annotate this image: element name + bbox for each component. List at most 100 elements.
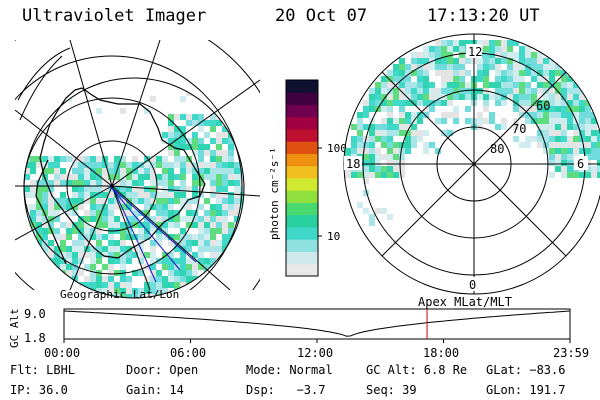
emission-pixel: [567, 112, 573, 118]
emission-pixel: [96, 186, 102, 192]
emission-pixel: [417, 136, 423, 142]
emission-pixel: [138, 294, 144, 298]
emission-pixel: [192, 114, 198, 120]
emission-pixel: [78, 240, 84, 246]
emission-pixel: [144, 222, 150, 228]
emission-pixel: [441, 70, 447, 76]
emission-pixel: [192, 270, 198, 276]
emission-pixel: [48, 96, 54, 102]
emission-pixel: [144, 198, 150, 204]
emission-pixel: [168, 168, 174, 174]
emission-pixel: [156, 210, 162, 216]
emission-pixel: [126, 258, 132, 264]
emission-pixel: [198, 126, 204, 132]
emission-pixel: [495, 100, 501, 106]
emission-pixel: [222, 270, 228, 276]
emission-pixel: [459, 52, 465, 58]
emission-pixel: [429, 94, 435, 100]
emission-pixel: [162, 204, 168, 210]
emission-pixel: [519, 76, 525, 82]
emission-pixel: [573, 94, 579, 100]
emission-pixel: [144, 162, 150, 168]
colorbar-segment: [286, 251, 318, 265]
emission-pixel: [54, 216, 60, 222]
emission-pixel: [441, 52, 447, 58]
emission-pixel: [36, 264, 42, 270]
alt-ytick-1-8: 1.8: [24, 331, 46, 345]
emission-pixel: [531, 94, 537, 100]
emission-pixel: [60, 270, 66, 276]
emission-pixel: [525, 46, 531, 52]
emission-pixel: [210, 246, 216, 252]
emission-pixel: [210, 192, 216, 198]
emission-pixel: [234, 180, 240, 186]
emission-pixel: [591, 166, 597, 172]
emission-pixel: [204, 228, 210, 234]
emission-pixel: [495, 64, 501, 70]
emission-pixel: [240, 252, 244, 258]
emission-pixel: [198, 168, 204, 174]
colorbar-segment: [286, 190, 318, 203]
emission-pixel: [222, 294, 228, 298]
emission-pixel: [96, 252, 102, 258]
emission-pixel: [441, 58, 447, 64]
emission-pixel: [387, 130, 393, 136]
emission-pixel: [24, 174, 30, 180]
colorbar-segment: [286, 116, 318, 130]
right-caption: Apex MLat/MLT: [418, 295, 512, 309]
emission-pixel: [222, 186, 228, 192]
emission-pixel: [240, 216, 244, 222]
status-field: Gain: 14: [126, 384, 184, 396]
emission-pixel: [84, 252, 90, 258]
emission-pixel: [525, 82, 531, 88]
emission-pixel: [459, 58, 465, 64]
emission-pixel: [429, 52, 435, 58]
emission-pixel: [162, 162, 168, 168]
emission-pixel: [132, 216, 138, 222]
emission-pixel: [222, 132, 228, 138]
emission-pixel: [210, 204, 216, 210]
emission-pixel: [465, 118, 471, 124]
emission-pixel: [573, 148, 579, 154]
emission-pixel: [501, 58, 507, 64]
emission-pixel: [210, 216, 216, 222]
emission-pixel: [495, 76, 501, 82]
emission-pixel: [216, 138, 222, 144]
emission-pixel: [216, 180, 222, 186]
emission-pixel: [156, 156, 162, 162]
emission-pixel: [216, 174, 222, 180]
emission-pixel: [198, 258, 204, 264]
emission-pixel: [531, 88, 537, 94]
emission-pixel: [234, 192, 240, 198]
emission-pixel: [90, 186, 96, 192]
emission-pixel: [537, 124, 543, 130]
emission-pixel: [192, 192, 198, 198]
emission-pixel: [96, 288, 102, 294]
emission-pixel: [399, 64, 405, 70]
emission-pixel: [228, 180, 234, 186]
emission-pixel: [210, 162, 216, 168]
emission-pixel: [84, 156, 90, 162]
emission-pixel: [150, 252, 156, 258]
emission-pixel: [96, 234, 102, 240]
emission-pixel: [108, 264, 114, 270]
emission-pixel: [561, 100, 567, 106]
emission-pixel: [447, 58, 453, 64]
emission-pixel: [513, 52, 519, 58]
emission-pixel: [483, 106, 489, 112]
emission-pixel: [549, 142, 555, 148]
emission-pixel: [495, 58, 501, 64]
emission-pixel: [186, 294, 192, 298]
emission-pixel: [66, 234, 72, 240]
emission-pixel: [114, 162, 120, 168]
alt-xtick-2359: 23:59: [553, 346, 589, 360]
emission-pixel: [96, 282, 102, 288]
emission-pixel: [210, 150, 216, 156]
emission-pixel: [369, 94, 375, 100]
emission-pixel: [216, 150, 222, 156]
emission-pixel: [399, 100, 405, 106]
emission-pixel: [132, 252, 138, 258]
emission-pixel: [78, 228, 84, 234]
emission-pixel: [90, 282, 96, 288]
emission-pixel: [174, 246, 180, 252]
